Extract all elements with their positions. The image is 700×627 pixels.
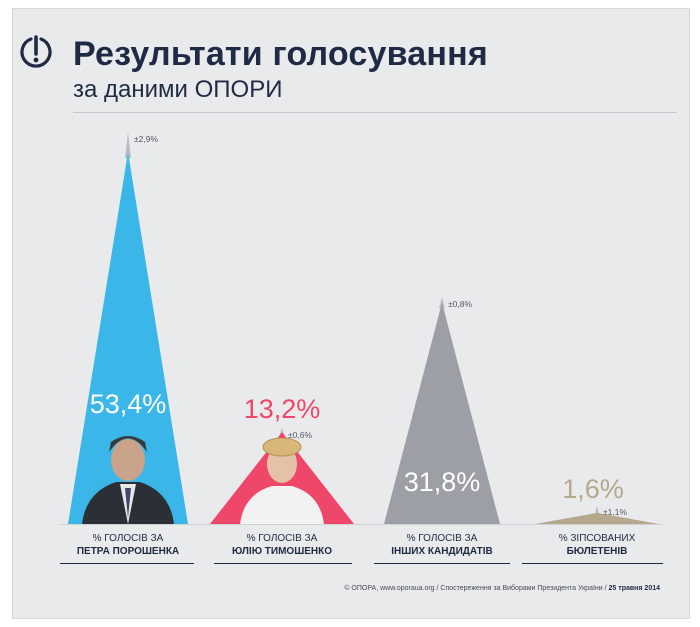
value-label-1: 13,2% [244,394,321,424]
category-label-line1: % ГОЛОСІВ ЗА [92,533,164,544]
category-label-line2: ЮЛІЮ ТИМОШЕНКО [231,546,333,557]
category-label-line1: % ГОЛОСІВ ЗА [406,533,478,544]
error-label-3: ±1,1% [603,507,627,517]
category-label-line2: ПЕТРА ПОРОШЕНКА [76,546,180,557]
footer: © ОПОРА, www.oporaua.org / Спостереження… [260,585,660,592]
bar-3 [535,512,659,524]
category-label-line2: БЮЛЕТЕНІВ [566,546,628,557]
error-label-0: ±2,9% [134,134,158,144]
portrait-tymoshenko [240,437,324,524]
category-underline [374,563,510,564]
page-title: Результати голосування [73,35,488,73]
category-label-line1: % ЗІПСОВАНИХ [558,533,636,544]
error-margin-0 [125,132,131,159]
bar-0 [68,152,188,524]
value-label-0: 53,4% [90,389,167,419]
category-underline [60,563,194,564]
category-underline [214,563,352,564]
category-label-line1: % ГОЛОСІВ ЗА [246,533,318,544]
portrait-poroshenko [82,436,174,524]
footer-source: © ОПОРА, www.oporaua.org / Спостереження… [344,585,609,592]
category-label-3: % ЗІПСОВАНИХ БЮЛЕТЕНІВ [512,532,682,558]
category-label-1: % ГОЛОСІВ ЗА ЮЛІЮ ТИМОШЕНКО [197,532,367,558]
value-label-3: 1,6% [562,474,624,504]
opora-logo-icon [20,35,52,68]
value-label-2: 31,8% [404,467,481,497]
category-label-2: % ГОЛОСІВ ЗА ІНШИХ КАНДИДАТІВ [357,532,527,558]
footer-date: 25 травня 2014 [608,585,660,592]
category-underline [522,563,663,564]
error-label-1: ±0,6% [288,430,312,440]
bar-2 [384,302,500,524]
category-label-0: % ГОЛОСІВ ЗА ПЕТРА ПОРОШЕНКА [43,532,213,558]
category-label-line2: ІНШИХ КАНДИДАТІВ [391,546,493,557]
error-label-2: ±0,8% [448,299,472,309]
header-divider [73,112,677,113]
page-subtitle: за даними ОПОРИ [73,76,283,103]
